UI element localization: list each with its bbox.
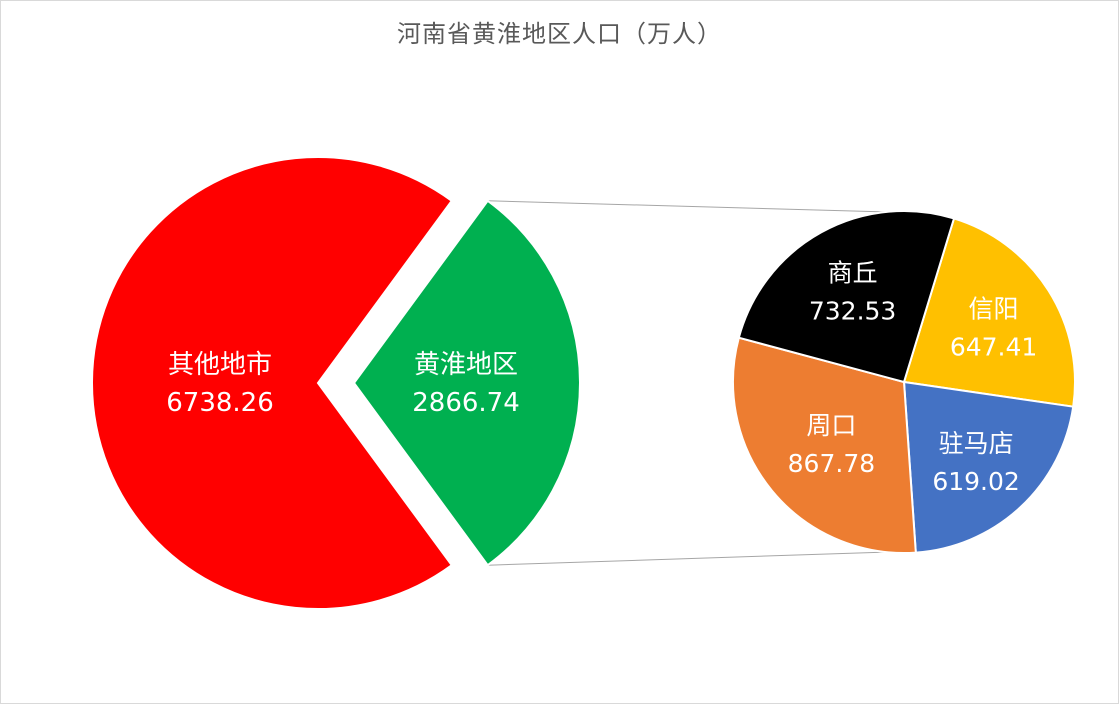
zhoukou-label: 周口 867.78: [788, 411, 875, 478]
slice-zhoukou: [732, 336, 917, 554]
shangqiu-value-label: 732.53: [809, 296, 896, 325]
slice-other-cities: [90, 156, 454, 610]
zhumadian-name-label: 驻马店: [939, 429, 1014, 458]
xinyang-name-label: 信阳: [969, 294, 1019, 323]
huanghuai-value-label: 2866.74: [412, 388, 520, 418]
shangqiu-label: 商丘 732.53: [809, 258, 896, 325]
zhoukou-name-label: 周口: [806, 411, 856, 440]
connector-line-bottom: [487, 551, 890, 566]
huanghuai-label: 黄淮地区 2866.74: [412, 350, 520, 418]
other-cities-name-label: 其他地市: [168, 350, 272, 380]
xinyang-label: 信阳 647.41: [950, 294, 1037, 361]
zhumadian-label: 驻马店 619.02: [932, 429, 1019, 496]
xinyang-value-label: 647.41: [950, 332, 1037, 361]
chart-title: 河南省黄淮地区人口（万人）: [397, 20, 722, 48]
huanghuai-name-label: 黄淮地区: [414, 350, 518, 380]
main-pie: [90, 156, 581, 610]
slice-huanghuai: [352, 199, 581, 567]
other-cities-value-label: 6738.26: [166, 388, 274, 418]
breakout-pie: [732, 210, 1076, 554]
connector-lines: [487, 200, 890, 566]
shangqiu-name-label: 商丘: [828, 258, 878, 287]
zhumadian-value-label: 619.02: [932, 467, 1019, 496]
zhoukou-value-label: 867.78: [788, 449, 875, 478]
data-labels: 其他地市 6738.26 黄淮地区 2866.74 信阳 647.41 驻马店 619.02 周…: [166, 258, 1037, 495]
slice-zhumadian: [902, 380, 1075, 554]
slice-shangqiu: [737, 210, 956, 384]
connector-line-top: [487, 200, 890, 213]
other-cities-label: 其他地市 6738.26: [166, 350, 274, 418]
slice-xinyang: [902, 217, 1076, 408]
